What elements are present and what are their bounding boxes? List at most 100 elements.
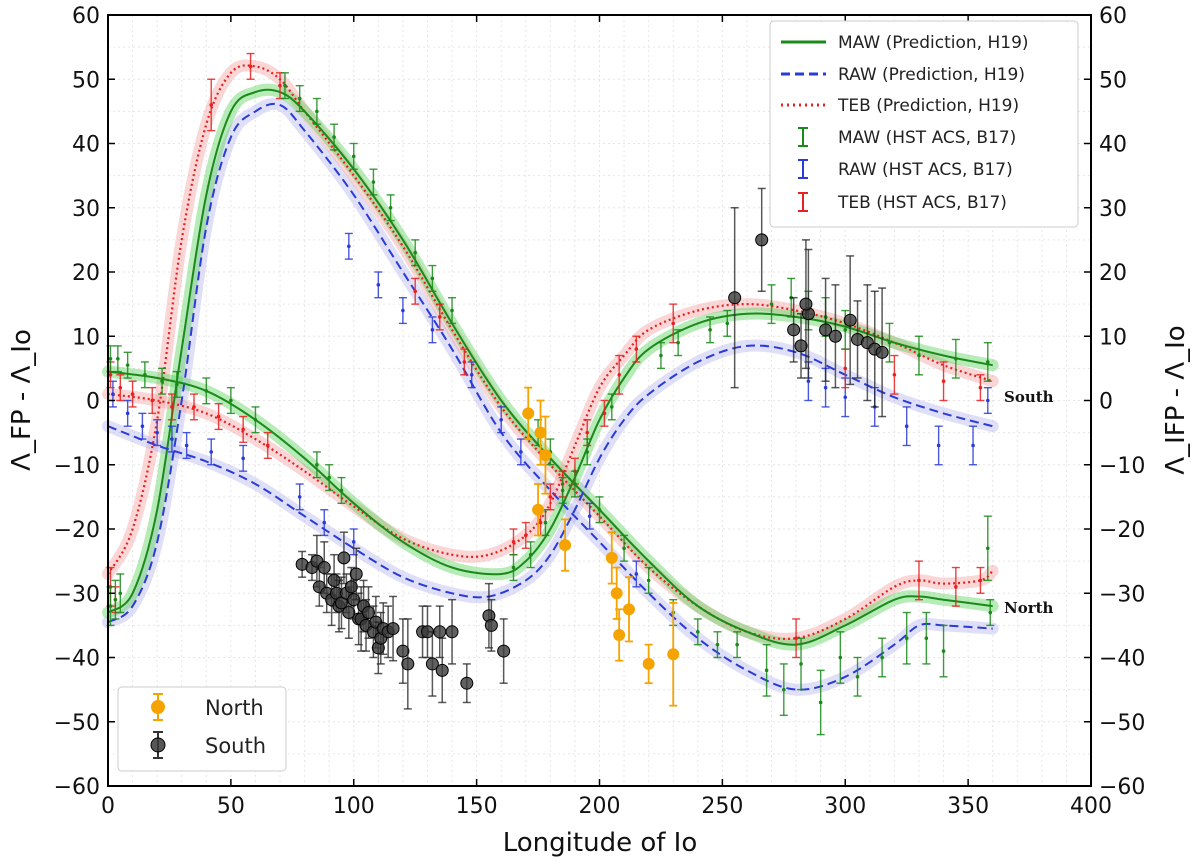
hst-maw-point xyxy=(767,284,776,325)
juno-north-point xyxy=(532,483,545,537)
juno-north-point xyxy=(642,643,655,685)
hst-raw-point xyxy=(123,399,132,427)
hst-maw-point xyxy=(620,534,629,562)
hst-maw-point xyxy=(762,643,771,697)
hst-maw-point xyxy=(713,631,722,659)
hst-raw-point xyxy=(207,438,216,466)
hst-maw-point xyxy=(644,566,653,594)
hst-teb-point xyxy=(792,618,801,659)
hst-maw-point xyxy=(509,554,518,582)
juno-south-point xyxy=(337,531,351,585)
hst-teb-point xyxy=(128,380,137,408)
hst-teb-point xyxy=(914,560,923,601)
hst-maw-point xyxy=(816,669,825,736)
hst-maw-point xyxy=(140,361,149,389)
legend-main: MAW (Prediction, H19) RAW (Prediction, H… xyxy=(769,20,1079,228)
hst-maw-point xyxy=(983,515,992,582)
hst-raw-point xyxy=(344,232,353,260)
hst-raw-point xyxy=(374,271,383,299)
y-tick-label-left: −10 xyxy=(54,454,100,479)
juno-south-point xyxy=(755,187,769,293)
x-tick-label: 250 xyxy=(701,794,743,819)
x-tick-label: 300 xyxy=(824,794,866,819)
juno-north-point xyxy=(559,518,572,572)
hst-raw-point xyxy=(167,425,176,453)
legend-swatch-teb-hst xyxy=(798,192,808,212)
juno-south-point xyxy=(401,618,415,710)
y-tick-label-left: 30 xyxy=(72,197,100,222)
y-tick-label-left: 10 xyxy=(72,325,100,350)
x-tick-label: 200 xyxy=(579,794,621,819)
juno-south-point xyxy=(349,547,363,601)
hst-errorbars xyxy=(106,52,995,736)
hst-maw-point xyxy=(325,464,334,492)
legend-swatch-north xyxy=(151,693,165,721)
hst-raw-point xyxy=(516,438,525,466)
y-tick-label-left: 60 xyxy=(72,4,100,29)
hst-raw-point xyxy=(497,406,506,434)
hst-maw-point xyxy=(939,624,948,678)
annotation-south: South xyxy=(1004,388,1054,406)
hst-raw-point xyxy=(182,431,191,460)
hst-teb-point xyxy=(615,354,624,395)
x-tick-label: 100 xyxy=(333,794,375,819)
hst-raw-point xyxy=(138,412,147,440)
hst-teb-point xyxy=(600,399,609,427)
hst-maw-point xyxy=(428,264,437,292)
hst-maw-point xyxy=(386,194,395,222)
x-tick-label: 0 xyxy=(101,794,115,819)
hst-maw-point xyxy=(411,239,420,267)
hst-maw-point xyxy=(779,663,788,717)
hst-teb-point xyxy=(246,52,255,80)
hst-maw-point xyxy=(349,142,358,170)
x-axis-title: Longitude of Io xyxy=(503,828,697,858)
x-tick-label: 150 xyxy=(456,794,498,819)
hst-raw-point xyxy=(153,419,162,447)
hst-teb-point xyxy=(116,374,125,402)
juno-south-point xyxy=(433,605,447,659)
juno-north-point xyxy=(539,415,552,495)
hst-raw-point xyxy=(239,444,248,472)
line-teb-north_branch xyxy=(107,64,994,640)
hst-maw-point xyxy=(312,451,321,479)
y-tick-label-right: 20 xyxy=(1099,261,1127,286)
legend-swatch-maw-hst xyxy=(798,127,808,147)
y-tick-label-left: 40 xyxy=(72,133,100,158)
hst-teb-point xyxy=(632,335,641,363)
juno-south-point xyxy=(875,287,889,418)
hst-maw-point xyxy=(723,309,732,337)
hst-raw-point xyxy=(902,406,911,447)
hst-maw-point xyxy=(853,656,862,697)
y-tick-label-right: 60 xyxy=(1099,4,1127,29)
x-tick-label: 50 xyxy=(217,794,245,819)
x-tick-label: 350 xyxy=(947,794,989,819)
legend-label-raw-pred: RAW (Prediction, H19) xyxy=(838,65,1025,85)
hst-teb-point xyxy=(263,431,272,460)
juno-south-point xyxy=(497,618,511,684)
hst-raw-point xyxy=(349,528,358,556)
hst-maw-point xyxy=(583,438,592,466)
hst-teb-point xyxy=(207,78,216,132)
y-tick-label-left: 0 xyxy=(86,390,100,415)
legend-label-teb-hst: TEB (HST ACS, B17) xyxy=(837,193,1007,213)
hst-teb-point xyxy=(890,354,899,395)
y-tick-label-right: 10 xyxy=(1099,325,1127,350)
hst-raw-point xyxy=(295,483,304,511)
hst-teb-point xyxy=(148,386,157,415)
hst-maw-point xyxy=(733,631,742,659)
juno-south-point xyxy=(799,239,813,370)
legend-label-north: North xyxy=(205,696,264,720)
line-raw-south_branch xyxy=(107,344,993,599)
legend-label-south: South xyxy=(205,734,266,758)
juno-south-point xyxy=(386,595,400,662)
line-maw-north_branch xyxy=(107,88,993,646)
legend-label-raw-hst: RAW (HST ACS, B17) xyxy=(838,160,1013,180)
hst-maw-point xyxy=(202,377,211,405)
hst-teb-point xyxy=(435,303,444,331)
juno-south-point xyxy=(460,663,474,704)
y-tick-label-right: −40 xyxy=(1099,647,1145,672)
hst-raw-point xyxy=(467,361,476,389)
hst-teb-point xyxy=(190,393,199,421)
legend-label-maw-hst: MAW (HST ACS, B17) xyxy=(838,128,1016,148)
hst-teb-point xyxy=(939,361,948,402)
